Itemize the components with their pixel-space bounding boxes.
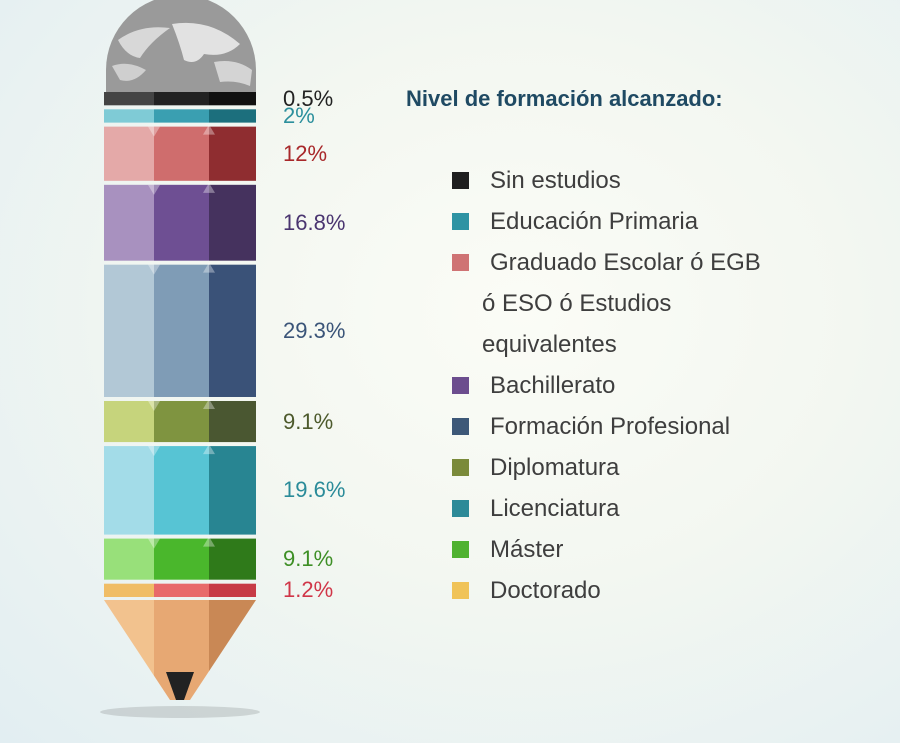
pencil-segment-stripe: [104, 400, 154, 443]
legend-item: Doctorado: [450, 570, 870, 611]
pencil-segment: [104, 124, 256, 181]
legend-swatch: [452, 254, 469, 271]
data-label: 0.5%: [283, 85, 334, 111]
pencil-segment-stripe: [104, 126, 154, 181]
pencil-segment-stripe: [104, 92, 154, 106]
pencil-segment-stripe: [154, 92, 209, 106]
pencil-segment-stripe: [104, 264, 154, 397]
legend-label: Graduado Escolar ó EGB ó ESO ó Estudios eq…: [482, 249, 761, 358]
legend-label: Máster: [490, 536, 564, 563]
data-label: 1.2%: [283, 577, 334, 603]
legend-item: Licenciatura: [450, 488, 870, 529]
legend-swatch: [452, 172, 469, 189]
pencil-segment: [104, 182, 256, 261]
pencil-tip-icon: [100, 600, 260, 718]
legend-swatch: [452, 500, 469, 517]
legend-swatch: [452, 459, 469, 476]
legend-label: Diplomatura: [490, 454, 620, 481]
legend-title: Nivel de formación alcanzado:: [406, 86, 723, 111]
pencil-segment-stripe: [209, 184, 256, 261]
pencil-segment-stripe: [154, 264, 209, 397]
legend-item: Graduado Escolar ó EGB ó ESO ó Estudios eq…: [450, 242, 870, 365]
data-label: 16.8%: [283, 209, 346, 235]
pencil-segment-stripe: [104, 184, 154, 261]
legend-item: Máster: [450, 529, 870, 570]
pencil-segment: [104, 583, 256, 597]
legend-label: Formación Profesional: [490, 413, 731, 440]
legend-swatch: [452, 213, 469, 230]
legend-label: Educación Primaria: [490, 208, 699, 235]
data-label: 9.1%: [283, 408, 334, 434]
legend-label: Doctorado: [490, 577, 601, 604]
pencil-segment: [104, 109, 256, 123]
legend-item: Formación Profesional: [450, 406, 870, 447]
legend-swatch: [452, 582, 469, 599]
legend-swatch: [452, 541, 469, 558]
legend-item: Educación Primaria: [450, 201, 870, 242]
pencil-segment: [104, 262, 256, 397]
data-label: 9.1%: [283, 546, 334, 572]
data-label: 19.6%: [283, 477, 346, 503]
data-label: 12%: [283, 140, 328, 166]
legend-label: Bachillerato: [490, 372, 616, 399]
data-label: 29.3%: [283, 317, 346, 343]
legend-label: Licenciatura: [490, 495, 620, 522]
globe-eraser-icon: [106, 0, 256, 92]
pencil-segment-stripe: [209, 538, 256, 580]
pencil-segment-stripe: [209, 400, 256, 443]
pencil-segment-stripe: [209, 126, 256, 181]
pencil-segment-stripe: [154, 400, 209, 443]
pencil-segment-stripe: [104, 583, 154, 597]
legend-label: Sin estudios: [490, 167, 621, 194]
pencil-segment-stripe: [154, 583, 209, 597]
pencil-segment: [104, 92, 256, 106]
pencil-segment-stripe: [209, 92, 256, 106]
pencil-segment-stripe: [154, 126, 209, 181]
pencil-segment-stripe: [104, 109, 154, 123]
legend-item: Sin estudios: [450, 160, 870, 201]
pencil-segment-stripe: [209, 583, 256, 597]
pencil-segment-stripe: [154, 446, 209, 535]
pencil-segment-stripe: [154, 109, 209, 123]
pencil-segment: [104, 536, 256, 580]
legend-item: Diplomatura: [450, 447, 870, 488]
data-label: 2%: [283, 102, 315, 128]
legend-swatch: [452, 377, 469, 394]
pencil-segment-stripe: [154, 538, 209, 580]
pencil-segment-stripe: [209, 264, 256, 397]
pencil-segment-stripe: [104, 538, 154, 580]
pencil-segment-stripe: [209, 446, 256, 535]
legend: Sin estudios Educación Primaria Graduado E…: [450, 160, 870, 611]
legend-item: Bachillerato: [450, 365, 870, 406]
pencil-segment: [104, 398, 256, 443]
pencil-segment-stripe: [104, 446, 154, 535]
pencil-segment-stripe: [154, 184, 209, 261]
legend-swatch: [452, 418, 469, 435]
pencil-segment-stripe: [209, 109, 256, 123]
pencil-segment: [104, 444, 256, 535]
